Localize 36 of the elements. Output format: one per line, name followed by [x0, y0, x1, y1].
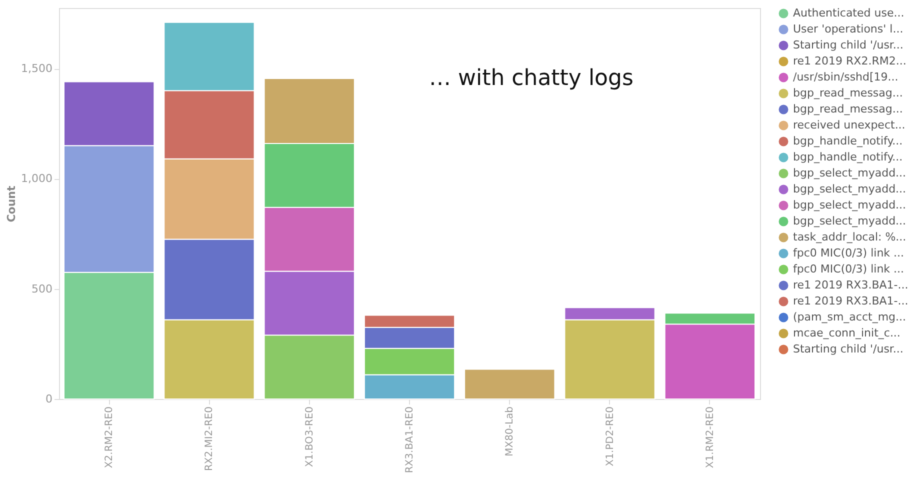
annotation: … with chatty logs: [429, 66, 634, 91]
legend-label: re1 2019 RX2.RM2...: [793, 54, 906, 68]
x-tick-label: X2.RM2-RE0: [104, 406, 116, 468]
x-tick-label: X1.RM2-RE0: [704, 406, 716, 468]
x-tick-label: X1.PD2-RE0: [604, 406, 616, 466]
legend-label: bgp_handle_notify...: [793, 134, 903, 148]
legend-label: bgp_read_messag...: [793, 102, 903, 116]
legend-label: User 'operations' l...: [793, 22, 904, 36]
y-axis-title: Count: [5, 186, 18, 222]
y-tick-label: 500: [32, 282, 52, 296]
legend-label: Starting child '/usr...: [793, 38, 904, 52]
legend-label: Authenticated use...: [793, 6, 904, 20]
legend-label: Starting child '/usr...: [793, 342, 904, 356]
legend-label: re1 2019 RX3.BA1-...: [793, 278, 908, 292]
legend-label: bgp_select_myadd...: [793, 166, 906, 180]
legend-label: mcae_conn_init_c...: [793, 326, 900, 340]
x-tick-label: MX80-Lab: [504, 406, 516, 456]
x-tick-label: X1.BO3-RE0: [304, 406, 316, 468]
legend-label: bgp_select_myadd...: [793, 182, 906, 196]
legend-label: fpc0 MIC(0/3) link ...: [793, 246, 904, 260]
y-tick-label: 1,000: [21, 172, 52, 186]
legend-label: fpc0 MIC(0/3) link ...: [793, 262, 904, 276]
legend-label: bgp_select_myadd...: [793, 198, 906, 212]
legend-label: re1 2019 RX3.BA1-...: [793, 294, 908, 308]
legend-label: /usr/sbin/sshd[19...: [793, 70, 898, 84]
legend-label: bgp_select_myadd...: [793, 214, 906, 228]
x-tick-label: RX3.BA1-RE0: [404, 406, 416, 474]
y-tick-label: 0: [46, 392, 52, 406]
legend-label: bgp_handle_notify...: [793, 150, 903, 164]
y-tick-label: 1,500: [21, 62, 52, 76]
legend-label: bgp_read_messag...: [793, 86, 903, 100]
x-tick-label: RX2.MI2-RE0: [204, 406, 216, 472]
legend-label: received unexpect...: [793, 118, 906, 132]
bar: [464, 368, 556, 400]
legend-label: task_addr_local: %...: [793, 230, 906, 244]
legend-label: (pam_sm_acct_mg...: [793, 310, 906, 324]
